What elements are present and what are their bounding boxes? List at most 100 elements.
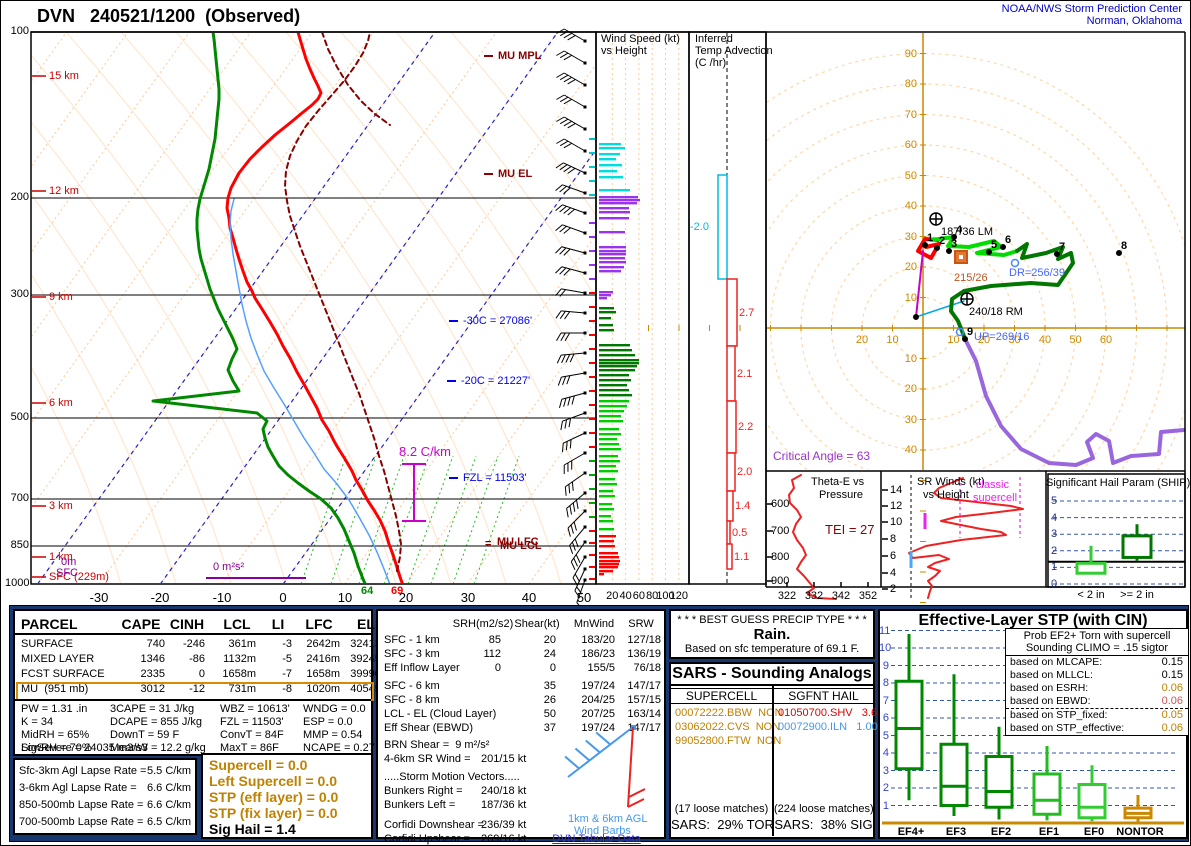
hodo-km-dot (946, 248, 952, 254)
composite-index: STP (eff layer) = 0.0 (209, 789, 339, 805)
barb-feather (556, 50, 565, 56)
barb-station-dot (583, 525, 587, 529)
barb-station-dot (583, 105, 587, 109)
thermo-stat: DownT = 59 F (110, 729, 180, 741)
advection-box (726, 543, 733, 570)
hodograph-trace (915, 234, 1185, 467)
wind-speed-bar (599, 147, 625, 150)
wind-speed-bar (599, 508, 614, 511)
parcel-value: 3012 (140, 683, 165, 695)
wind-speed-bar (599, 199, 640, 202)
thermo-stat: MMP = 0.54 (303, 729, 363, 741)
barb-feather (574, 538, 579, 548)
parcel-value: 361m (228, 638, 256, 650)
barb-feather (556, 72, 565, 78)
thermo-stat: ESP = 0.0 (303, 716, 353, 728)
barb-feather (574, 747, 591, 762)
parcel-value: 731m (228, 683, 256, 695)
wind-speed-bar (599, 528, 614, 531)
parcel-header: LFC (305, 616, 333, 632)
wetbulb-curve (229, 198, 391, 583)
wind-speed-bar (599, 490, 613, 493)
wind-speed-bar (599, 465, 616, 468)
sig-severe: SigSevere = 24035 m3/s3 (21, 742, 148, 754)
sars-percent: SARS: 29% TOR (671, 817, 774, 832)
composite-index: Supercell = 0.0 (209, 757, 308, 773)
stp-category-label: NONTOR (1116, 826, 1164, 838)
barb-feather (563, 397, 567, 407)
shear-value: 0 (494, 662, 501, 674)
barb-feather (563, 32, 572, 39)
barb-feather (559, 205, 567, 213)
barb-feather (569, 439, 572, 449)
parcel-header: LI (271, 616, 285, 632)
advection-box (726, 278, 738, 347)
wind-speed-bar (599, 270, 621, 273)
shear-value: 37 (543, 722, 556, 734)
parcel-value: -86 (189, 653, 205, 665)
barb-feather (568, 418, 572, 428)
prob-label: based on MLLCL: (1010, 669, 1093, 681)
ship-box (1121, 534, 1153, 559)
hodo-segment-sfc-line (915, 250, 924, 318)
storm-motion-label: Bunkers Right = (384, 785, 463, 797)
precip-header: * * * BEST GUESS PRECIP TYPE * * * (677, 614, 867, 626)
wind-speed-bar (599, 405, 627, 408)
barb-station-dot (583, 451, 587, 455)
barb-station-dot (583, 567, 587, 571)
shear-value: 147/17 (627, 722, 661, 734)
dry-adiabat (32, 367, 122, 583)
stp-category-label: EF1 (1038, 826, 1060, 838)
prob-value: 0.06 (1161, 695, 1183, 707)
barb-feather (563, 76, 572, 83)
parcel-header: CINH (169, 616, 205, 632)
hodo-km-dot (934, 245, 940, 251)
barb-feather (555, 266, 563, 274)
wind-barb-icon (561, 372, 586, 378)
stp-y-label: 11 (879, 624, 891, 637)
wind-speed-bar (599, 433, 621, 436)
hodo-km-dot (951, 234, 957, 240)
advection-box (726, 345, 736, 402)
barb-feather (559, 267, 567, 275)
thermo-stat: LowRH = 70% (21, 742, 92, 754)
wind-speed-bar (599, 448, 621, 451)
barb-feather (559, 399, 563, 409)
isotherm (32, 33, 67, 81)
wind-speed-bar (599, 389, 629, 392)
barb-feather (566, 375, 571, 385)
stp-box (984, 755, 1014, 809)
sars-match: 01050700.SHV 3.65 (778, 707, 884, 719)
composite-indices-box: Supercell = 0.0 Left Supercell = 0.0 STP (… (201, 753, 373, 839)
barb-feather (567, 79, 576, 85)
barb-feather (560, 421, 563, 431)
barb-feather (559, 247, 567, 255)
stp-box (939, 742, 969, 807)
storm-motion-value: 236/39 kt (481, 819, 527, 831)
stp-y-label: 5 (882, 729, 889, 742)
shear-row-label: Eff Shear (EBWD) (384, 722, 474, 734)
wind-barb-icon (566, 492, 586, 509)
storm-motion-label: Bunkers Left = (384, 799, 456, 811)
parcel-header: PARCEL (21, 616, 78, 632)
barb-legend-label: Wind Barbs (574, 825, 631, 837)
isotherm (283, 150, 595, 583)
barb-feather (556, 94, 565, 100)
wind-speed-bar (599, 573, 604, 576)
isotherm-highlight (160, 33, 558, 583)
wind-speed-bar (599, 329, 614, 332)
stp-category-label: EF0 (1083, 826, 1105, 838)
tabular-data-link[interactable]: DVN Tabular Data (552, 833, 641, 845)
wind-speed-bar (599, 311, 616, 314)
hodo-segment-8km-plus (963, 337, 1185, 467)
composite-index: Sig Hail = 1.4 (209, 821, 296, 837)
lapse-label: 700-500mb Lapse Rate = (19, 816, 144, 828)
mixing-ratio-line (473, 455, 520, 583)
advection-box (726, 452, 736, 492)
wind-speed-bar (599, 246, 626, 249)
shear-header: SRW (628, 618, 654, 630)
barb-feather (565, 354, 571, 363)
barb-feather (570, 561, 576, 571)
barb-station-dot (583, 471, 587, 475)
